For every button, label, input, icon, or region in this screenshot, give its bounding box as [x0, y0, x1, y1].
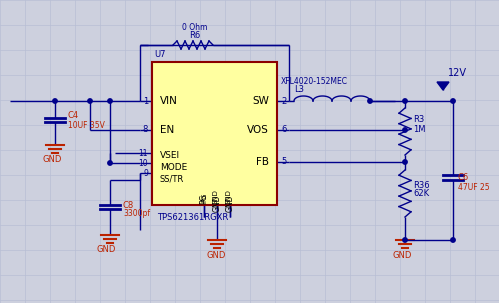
Text: FB: FB — [256, 157, 269, 167]
Text: 5: 5 — [281, 158, 286, 167]
Circle shape — [368, 99, 372, 103]
Circle shape — [403, 160, 407, 164]
Text: XFL4020-152MEC: XFL4020-152MEC — [281, 78, 348, 86]
Text: 3300pf: 3300pf — [123, 208, 150, 218]
Text: GND: GND — [207, 251, 227, 259]
Text: U7: U7 — [154, 50, 166, 59]
Text: 2: 2 — [281, 96, 286, 105]
Text: SS/TR: SS/TR — [160, 175, 184, 184]
Text: L3: L3 — [294, 85, 304, 95]
Text: GND: GND — [393, 251, 412, 259]
Text: SW: SW — [252, 96, 269, 106]
Circle shape — [108, 99, 112, 103]
Circle shape — [403, 99, 407, 103]
Text: GND: GND — [43, 155, 62, 165]
Text: MODE: MODE — [160, 164, 187, 172]
Text: VOS: VOS — [247, 125, 269, 135]
Text: PG: PG — [201, 192, 207, 202]
Text: 62K: 62K — [413, 189, 429, 198]
Text: VSEI: VSEI — [160, 152, 180, 161]
Text: 11: 11 — [139, 148, 148, 158]
Polygon shape — [437, 82, 449, 90]
Text: PG: PG — [200, 194, 209, 205]
Circle shape — [403, 128, 407, 132]
Text: GND: GND — [213, 189, 219, 205]
Text: 47UF 25: 47UF 25 — [458, 184, 490, 192]
Text: VIN: VIN — [160, 96, 178, 106]
Text: GND: GND — [226, 189, 232, 205]
Circle shape — [403, 238, 407, 242]
Text: GND: GND — [213, 194, 222, 211]
Text: R36: R36 — [413, 181, 430, 189]
Text: 1M: 1M — [413, 125, 426, 135]
Circle shape — [108, 161, 112, 165]
Text: EN: EN — [160, 125, 174, 135]
Text: 12V: 12V — [448, 68, 467, 78]
Circle shape — [451, 238, 455, 242]
Text: 8: 8 — [143, 125, 148, 135]
Text: 9: 9 — [143, 168, 148, 178]
Text: 6: 6 — [281, 125, 286, 135]
Text: C8: C8 — [123, 201, 134, 209]
Text: 10UF 35V: 10UF 35V — [68, 121, 105, 129]
Circle shape — [88, 99, 92, 103]
Text: GND: GND — [226, 194, 235, 211]
Text: 1: 1 — [143, 96, 148, 105]
Text: 10: 10 — [138, 158, 148, 168]
Circle shape — [53, 99, 57, 103]
Text: GND: GND — [97, 245, 116, 254]
Text: C6: C6 — [458, 174, 469, 182]
Text: TPS621361RGXR: TPS621361RGXR — [157, 212, 228, 221]
Text: C4: C4 — [68, 112, 79, 121]
Bar — [152, 62, 277, 205]
Text: R3: R3 — [413, 115, 424, 125]
Text: R6: R6 — [190, 31, 201, 39]
Circle shape — [451, 99, 455, 103]
Text: 0 Ohm: 0 Ohm — [182, 22, 208, 32]
